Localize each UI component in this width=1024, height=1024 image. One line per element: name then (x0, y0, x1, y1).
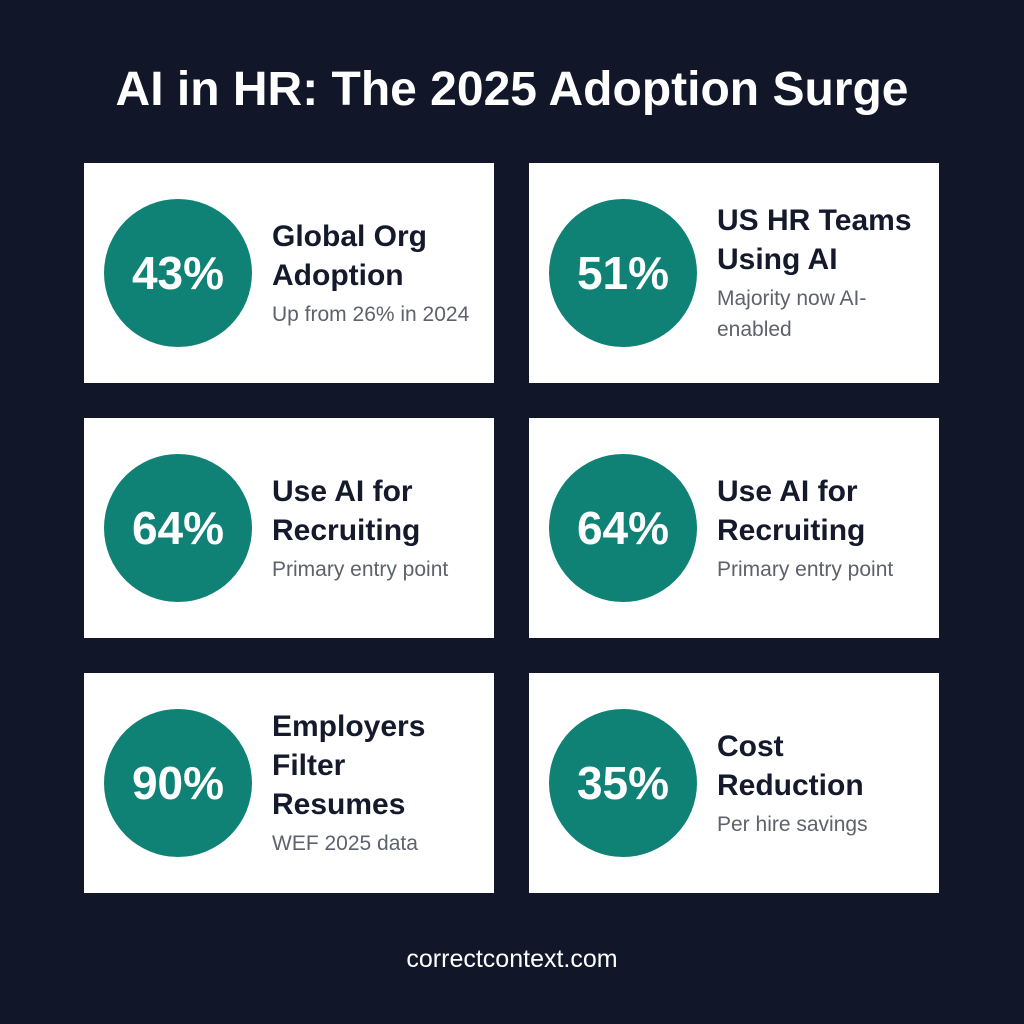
stat-value: 90% (131, 757, 225, 809)
stat-card-us-hr-teams: 51% US HR Teams Using AI Majority now AI… (529, 163, 939, 383)
stat-card-filter-resumes: 90% Employers Filter Resumes WEF 2025 da… (84, 673, 494, 893)
stat-text: Global Org Adoption Up from 26% in 2024 (272, 163, 486, 383)
stat-text: US HR Teams Using AI Majority now AI-ena… (717, 163, 931, 383)
stat-text: Use AI for Recruiting Primary entry poin… (272, 418, 486, 638)
stat-card-global-org-adoption: 43% Global Org Adoption Up from 26% in 2… (84, 163, 494, 383)
stat-circle: 90% (104, 709, 252, 857)
stat-circle: 43% (104, 199, 252, 347)
page-title: AI in HR: The 2025 Adoption Surge (115, 63, 909, 116)
stat-heading: Employers Filter Resumes (272, 710, 426, 821)
stat-heading: Use AI for Recruiting (717, 474, 866, 547)
stat-subtext: Per hire savings (717, 812, 868, 836)
stat-subtext: Up from 26% in 2024 (272, 302, 470, 326)
stat-value: 64% (576, 502, 670, 554)
stat-heading: US HR Teams Using AI (717, 204, 912, 276)
stat-circle: 51% (549, 199, 697, 347)
stat-text: Cost Reduction Per hire savings (717, 673, 931, 893)
footer-domain: correctcontext.com (406, 945, 618, 973)
stat-value: 35% (576, 757, 670, 809)
stat-value: 64% (131, 502, 225, 554)
stat-card-recruiting-right: 64% Use AI for Recruiting Primary entry … (529, 418, 939, 638)
stat-circle: 64% (549, 454, 697, 602)
stat-circle: 35% (549, 709, 697, 857)
stat-card-recruiting-left: 64% Use AI for Recruiting Primary entry … (84, 418, 494, 638)
stat-value: 43% (131, 247, 225, 299)
stat-heading: Cost Reduction (717, 729, 864, 802)
stat-text: Employers Filter Resumes WEF 2025 data (272, 673, 486, 893)
stat-subtext: Majority now AI-enabled (717, 287, 867, 341)
stat-heading: Global Org Adoption (272, 219, 428, 292)
stat-subtext: WEF 2025 data (272, 832, 418, 855)
stat-card-cost-reduction: 35% Cost Reduction Per hire savings (529, 673, 939, 893)
stat-subtext: Primary entry point (272, 557, 449, 581)
stat-subtext: Primary entry point (717, 557, 894, 581)
stat-heading: Use AI for Recruiting (272, 474, 421, 547)
stat-text: Use AI for Recruiting Primary entry poin… (717, 418, 931, 638)
stat-circle: 64% (104, 454, 252, 602)
stat-value: 51% (576, 247, 670, 299)
